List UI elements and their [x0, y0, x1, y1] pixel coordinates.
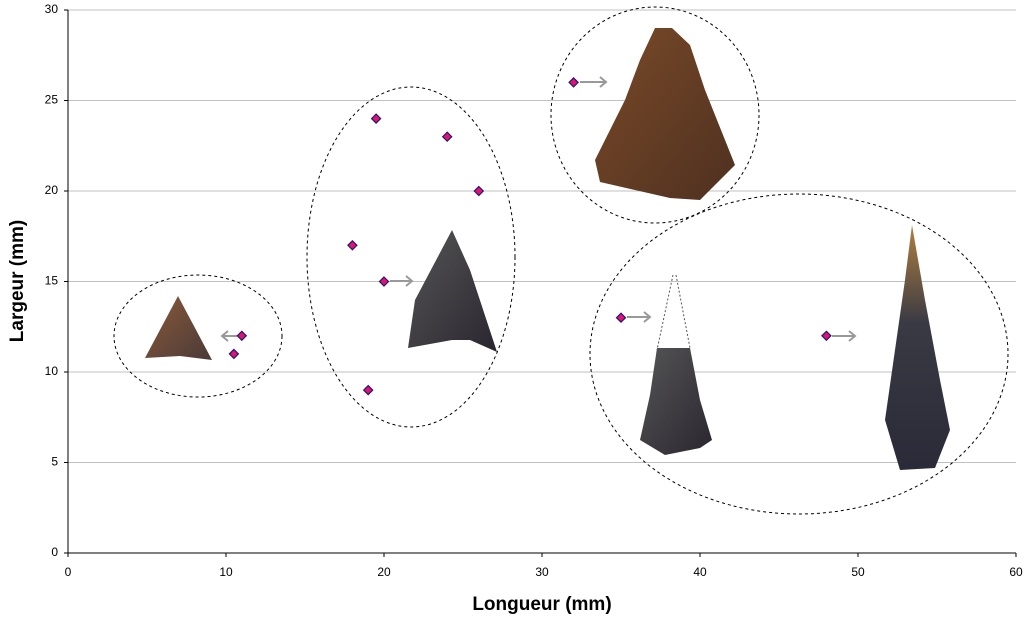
arrow	[390, 275, 414, 287]
arrowhead-cord	[656, 274, 674, 351]
arrowhead-image	[595, 28, 735, 200]
y-tick-label: 25	[45, 93, 59, 107]
y-axis-title: Largeur (mm)	[7, 220, 28, 342]
data-point	[441, 131, 453, 143]
x-tick-label: 60	[1009, 565, 1023, 579]
arrow	[832, 330, 857, 342]
y-tick-label: 20	[45, 183, 59, 197]
x-tick-label: 20	[377, 565, 391, 579]
arrow	[220, 330, 237, 342]
x-tick-label: 10	[219, 565, 233, 579]
x-tick-label: 30	[535, 565, 549, 579]
y-tick-label: 0	[51, 545, 58, 559]
points	[228, 77, 832, 396]
data-point	[568, 77, 579, 88]
group-ellipse	[589, 193, 1009, 515]
group-ellipse	[306, 86, 516, 428]
x-tick-label: 50	[851, 565, 865, 579]
data-point	[370, 113, 382, 124]
arrowhead-image	[145, 296, 212, 360]
data-point	[615, 312, 627, 324]
data-point	[378, 276, 390, 287]
data-point	[821, 330, 832, 342]
y-tick-label: 10	[45, 364, 59, 378]
group-ellipse	[113, 274, 283, 398]
y-tick-label: 5	[51, 455, 58, 469]
arrow	[580, 76, 608, 88]
x-tick-label: 40	[693, 565, 707, 579]
data-point	[236, 330, 248, 342]
arrowhead-image	[408, 230, 497, 352]
arrowhead-image	[640, 348, 712, 455]
group-ellipse	[550, 6, 760, 224]
plot-area: 0 5 10 15 20 25 30 0 10 20 30 40 50 60	[45, 2, 1023, 579]
arrowhead-cord	[675, 274, 691, 349]
arrowhead-image	[885, 225, 950, 470]
illustrations	[113, 6, 1009, 515]
y-tick-label: 30	[45, 2, 59, 16]
x-tick-label: 0	[65, 565, 72, 579]
data-point	[362, 384, 374, 396]
data-point	[473, 185, 485, 197]
arrow	[627, 311, 652, 323]
data-point	[347, 239, 358, 251]
x-axis-title: Longueur (mm)	[472, 594, 611, 615]
data-point	[228, 348, 240, 360]
y-tick-label: 15	[45, 274, 59, 288]
